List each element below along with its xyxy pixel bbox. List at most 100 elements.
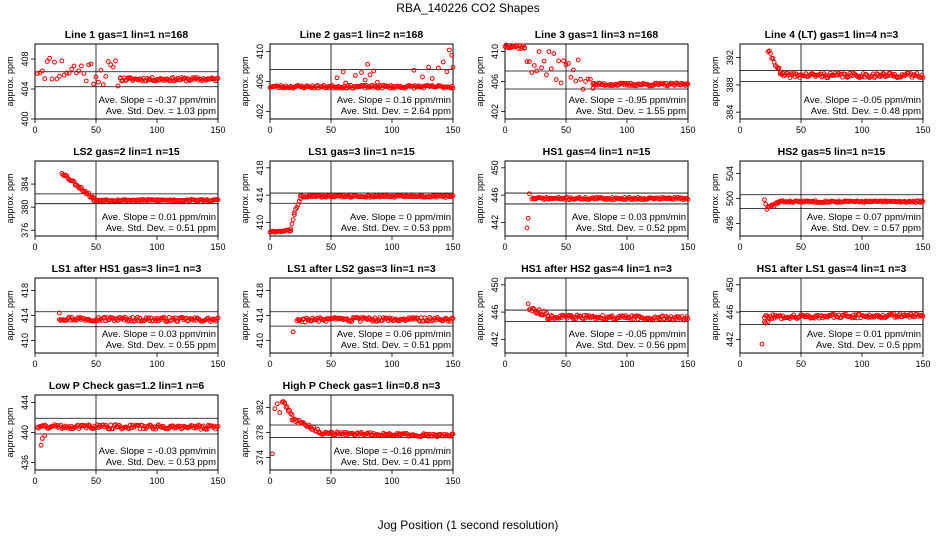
slope-annotation: Ave. Slope = -0.05 ppm/min — [569, 329, 686, 340]
data-point — [514, 43, 520, 49]
x-tick-label: 150 — [445, 242, 460, 252]
data-point — [78, 63, 84, 69]
data-point — [836, 70, 842, 76]
data-point — [193, 425, 199, 431]
slope-annotation: Ave. Slope = -0.05 ppm/min — [804, 95, 921, 106]
y-tick-label: 418 — [255, 283, 265, 298]
data-point — [295, 316, 301, 322]
data-point — [57, 310, 62, 316]
data-point — [215, 315, 221, 321]
y-tick-label: 446 — [725, 305, 735, 320]
data-point — [153, 426, 159, 432]
data-point — [82, 188, 88, 194]
data-point — [371, 68, 377, 74]
x-tick-label: 150 — [210, 359, 225, 369]
data-point — [361, 82, 367, 88]
data-point — [35, 71, 40, 76]
data-point — [411, 67, 417, 73]
data-point — [83, 78, 89, 84]
x-tick-label: 100 — [854, 125, 869, 135]
x-tick-label: 100 — [619, 359, 634, 369]
x-tick-label: 150 — [915, 242, 930, 252]
panel: HS1 after LS1 gas=4 lin=1 n=3 0 50 100 150 44… — [710, 263, 931, 369]
data-point — [842, 71, 848, 77]
data-point — [127, 422, 133, 428]
data-point — [885, 313, 891, 319]
panel: LS1 gas=3 lin=1 n=15 0 50 100 150 410 414 418 ap… — [240, 146, 461, 252]
y-tick-label: 436 — [20, 455, 30, 470]
y-tick-label: 500 — [725, 191, 735, 206]
y-tick-label: 410 — [20, 333, 30, 348]
x-tick-label: 100 — [854, 242, 869, 252]
x-tick-label: 0 — [502, 359, 507, 369]
stddev-annotation: Ave. Std. Dev. = 1.03 ppm — [106, 106, 216, 117]
data-point — [64, 70, 70, 76]
slope-annotation: Ave. Slope = -0.95 ppm/min — [569, 95, 686, 106]
y-axis-label: approx. ppm — [240, 290, 250, 340]
data-point — [450, 316, 456, 321]
x-tick-label: 150 — [210, 125, 225, 135]
data-point — [530, 305, 536, 311]
stddev-annotation: Ave. Std. Dev. = 0.57 ppm — [811, 223, 921, 234]
x-tick-label: 50 — [326, 476, 336, 486]
x-tick-label: 100 — [149, 476, 164, 486]
slope-annotation: Ave. Slope = 0.16 ppm/min — [337, 95, 451, 106]
x-tick-label: 50 — [91, 359, 101, 369]
plot-frame — [34, 43, 219, 120]
data-point — [685, 197, 691, 202]
data-point — [444, 69, 450, 75]
data-point — [449, 52, 455, 58]
stddev-annotation: Ave. Std. Dev. = 0.51 ppm — [106, 223, 216, 234]
data-point — [429, 76, 435, 81]
data-point — [47, 55, 53, 61]
slope-annotation: Ave. Slope = -0.03 ppm/min — [99, 446, 216, 457]
data-point — [127, 316, 133, 321]
y-tick-label: 406 — [255, 74, 265, 89]
data-point — [768, 51, 773, 56]
data-point — [568, 74, 574, 80]
data-point — [152, 424, 157, 430]
y-tick-label: 380 — [20, 200, 30, 215]
x-tick-label: 50 — [326, 125, 336, 135]
panel: High P Check gas=1 lin=0.8 n=3 0 50 100 150 3… — [240, 380, 461, 486]
data-point — [551, 51, 557, 56]
data-point — [61, 72, 67, 78]
x-tick-label: 100 — [619, 242, 634, 252]
data-point — [765, 319, 771, 325]
data-point — [362, 77, 368, 83]
panel: Low P Check gas=1.2 lin=1 n=6 0 50 100 150 43… — [5, 380, 226, 486]
stddev-annotation: Ave. Std. Dev. = 0.41 ppm — [341, 457, 451, 468]
data-point — [110, 64, 116, 70]
data-point — [296, 198, 302, 204]
y-tick-label: 408 — [20, 51, 30, 66]
plot-frame — [504, 160, 689, 237]
data-point — [588, 76, 593, 82]
data-point — [277, 410, 283, 415]
data-point — [548, 66, 554, 72]
panel-title: Line 4 (LT) gas=1 lin=4 n=3 — [765, 29, 899, 41]
y-axis-label: approx. ppm — [5, 290, 15, 340]
data-point — [920, 313, 926, 319]
x-tick-label: 150 — [445, 359, 460, 369]
data-point — [871, 75, 877, 80]
x-tick-label: 50 — [91, 125, 101, 135]
data-point — [384, 315, 390, 321]
data-point — [194, 75, 200, 81]
slope-annotation: Ave. Slope = 0.01 ppm/min — [102, 212, 216, 223]
data-point — [288, 226, 294, 232]
panel-title: HS1 after LS1 gas=4 lin=1 n=3 — [757, 263, 907, 275]
data-point — [762, 197, 767, 203]
data-point — [892, 72, 898, 77]
y-tick-label: 414 — [255, 308, 265, 323]
y-tick-label: 404 — [20, 81, 30, 96]
x-tick-label: 0 — [267, 476, 272, 486]
y-axis-label: approx. ppm — [710, 290, 720, 340]
data-point — [115, 83, 121, 89]
data-point — [340, 69, 346, 75]
data-point — [39, 436, 45, 441]
panel: Line 1 gas=1 lin=1 n=168 0 50 100 150 400 404 4… — [5, 29, 226, 135]
x-tick-label: 0 — [502, 125, 507, 135]
data-point — [440, 59, 446, 65]
data-point — [578, 76, 584, 82]
